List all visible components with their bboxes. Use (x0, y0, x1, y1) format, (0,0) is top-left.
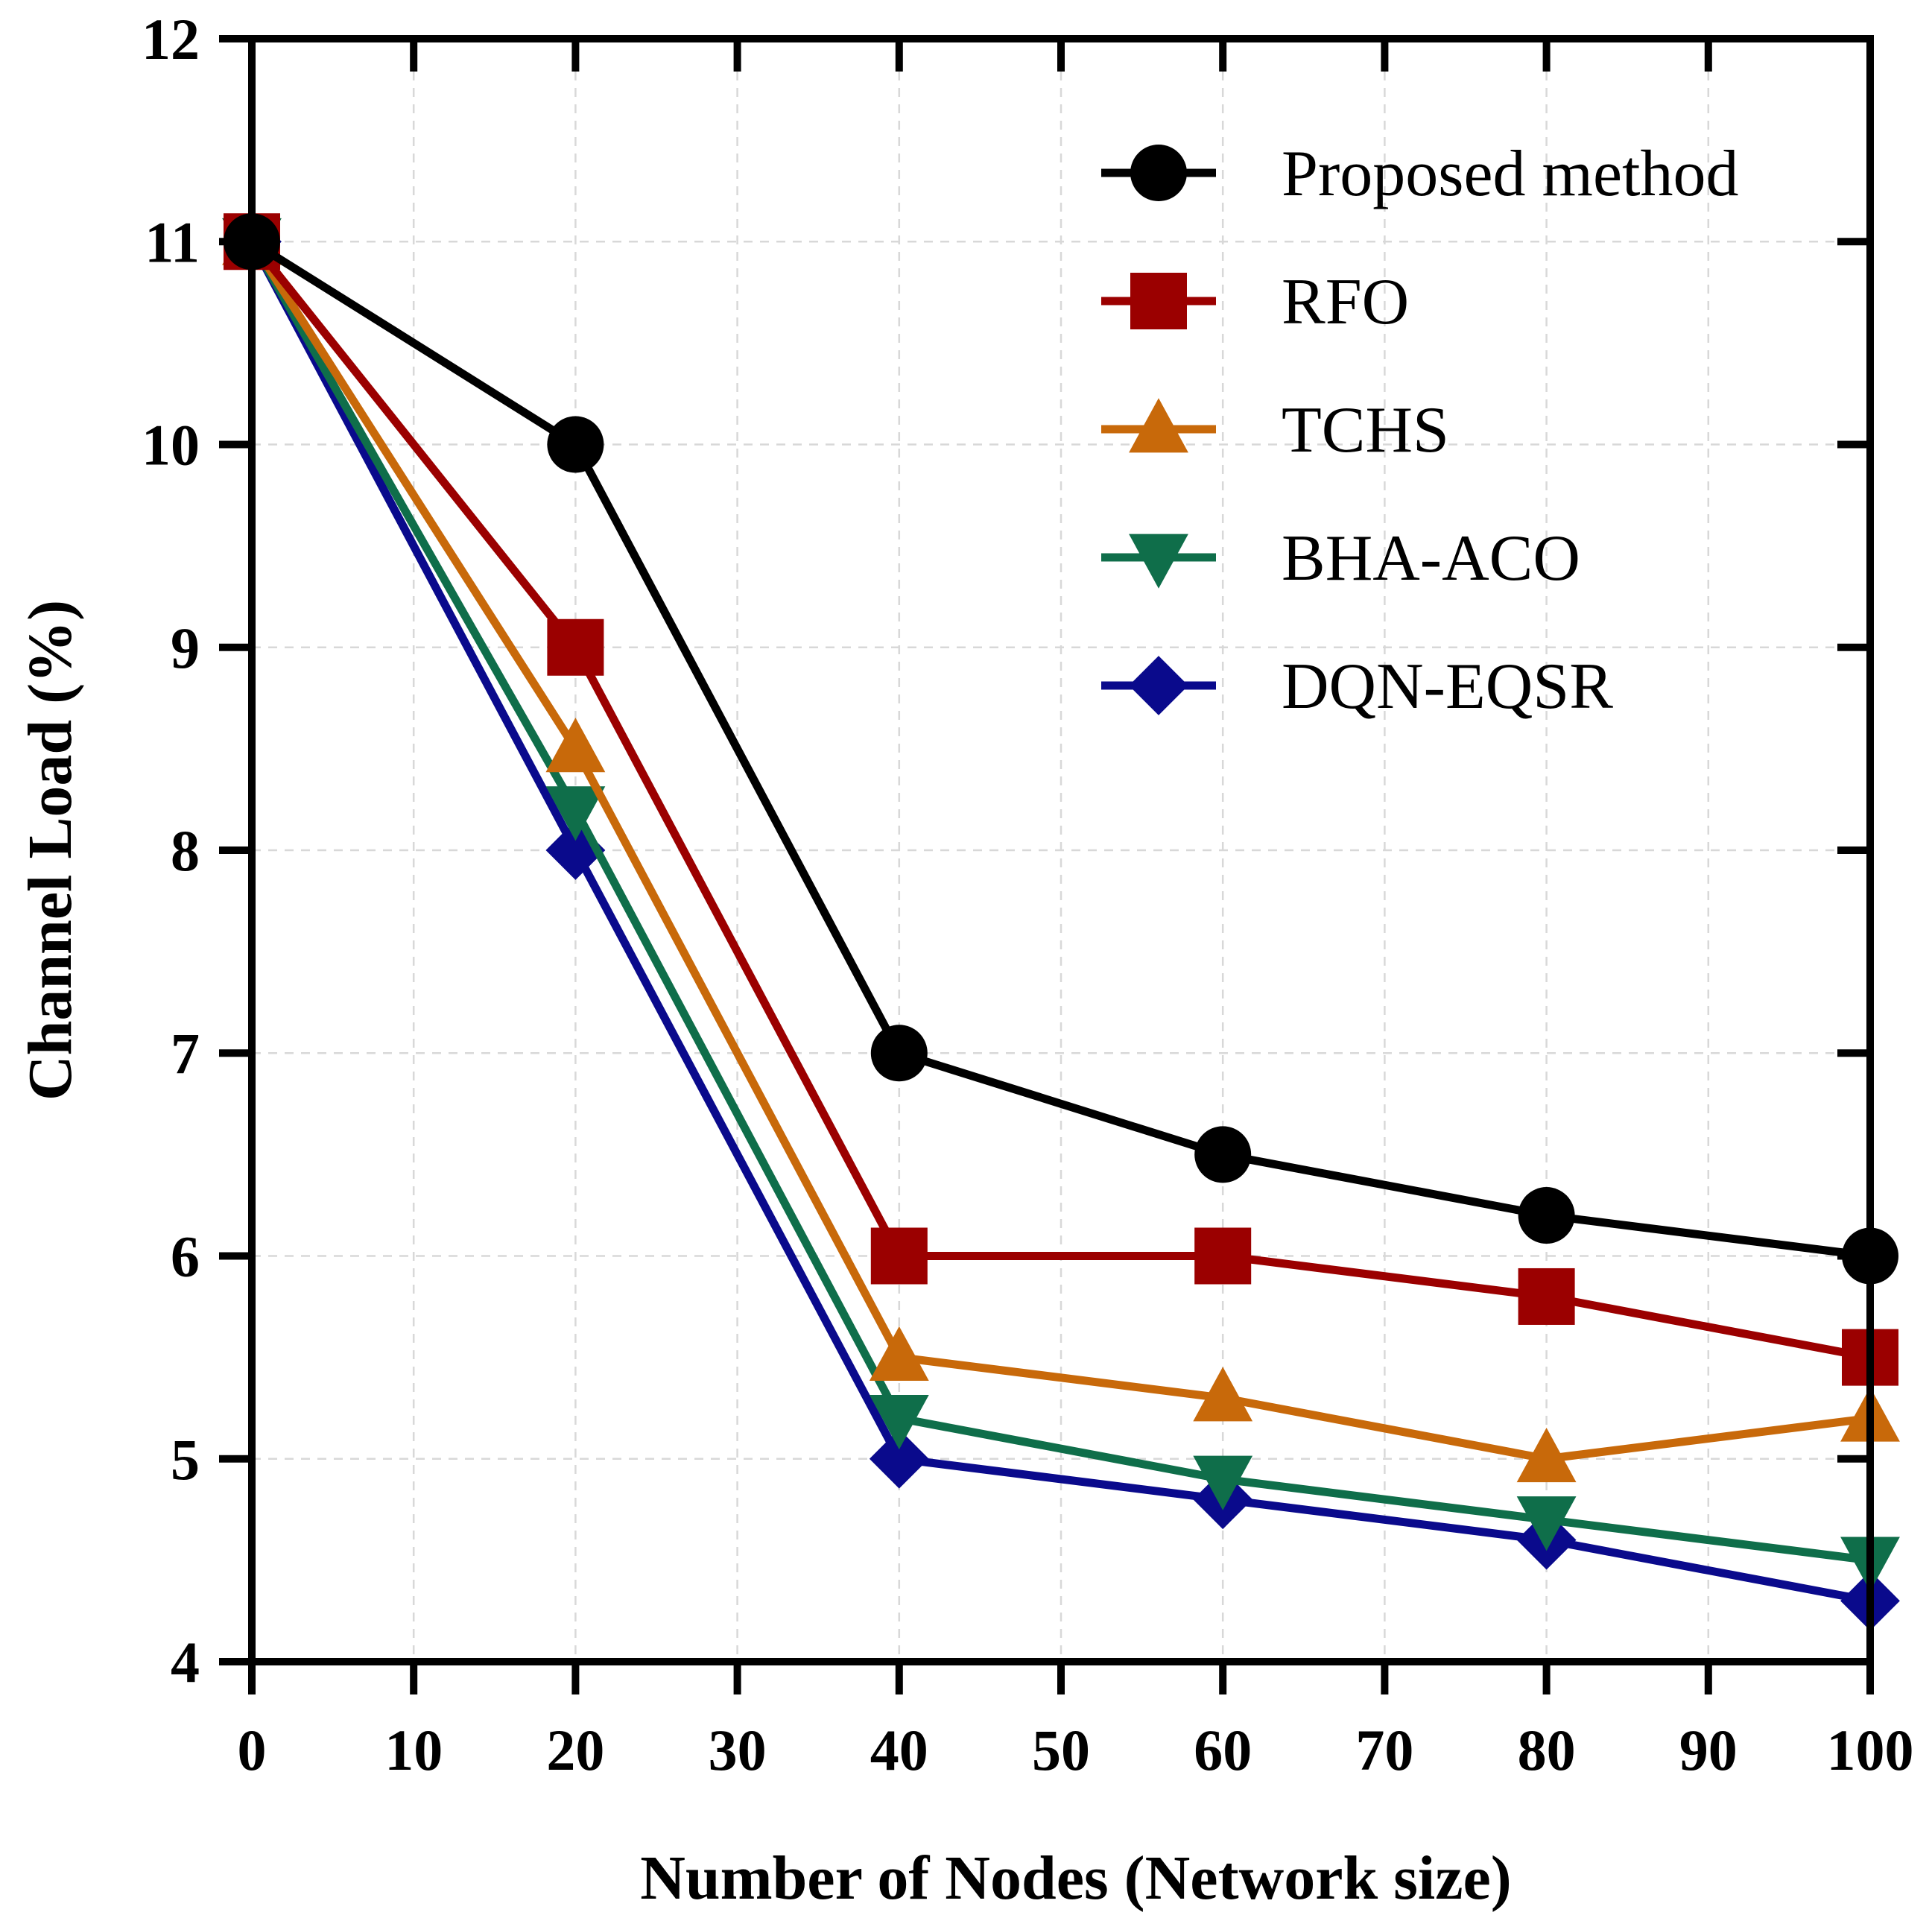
data-point (547, 618, 604, 676)
legend-label: TCHS (1282, 394, 1449, 466)
data-point (1194, 1227, 1252, 1285)
y-tick-label: 9 (171, 616, 200, 680)
legend-label: Proposed method (1282, 138, 1739, 210)
y-tick-label: 8 (171, 818, 200, 883)
tick-labels: 0 10 20 30 40 50 60 70 80 90 100 4 5 6 7 8 9 10 11 12 (142, 7, 1914, 1782)
series-line (248, 238, 1872, 1362)
y-tick-label: 10 (142, 413, 200, 478)
x-tick-label: 60 (1194, 1718, 1252, 1782)
series-tchs (222, 210, 1900, 1483)
series-line (248, 239, 1871, 1565)
series-layer (222, 210, 1900, 1631)
legend-entry: RFO (1101, 266, 1409, 338)
x-tick-label: 100 (1827, 1718, 1914, 1782)
legend-label: BHA-ACO (1282, 522, 1580, 595)
x-axis-label: Number of Nodes (Network size) (640, 1844, 1512, 1913)
x-tick-label: 40 (870, 1718, 928, 1782)
data-point (869, 1428, 929, 1489)
legend-marker (1130, 273, 1187, 329)
legend-entry: Proposed method (1101, 138, 1739, 210)
legend-entry: DQN-EQSR (1101, 651, 1613, 723)
x-tick-label: 10 (384, 1718, 443, 1782)
legend-marker (1130, 145, 1187, 201)
x-tick-label: 50 (1032, 1718, 1090, 1782)
axis-ticks (219, 35, 1874, 1694)
x-tick-label: 70 (1355, 1718, 1413, 1782)
data-point (870, 1227, 928, 1285)
x-tick-label: 0 (238, 1718, 267, 1782)
legend-entry: BHA-ACO (1101, 522, 1580, 595)
x-tick-label: 80 (1518, 1718, 1576, 1782)
y-tick-label: 7 (171, 1021, 200, 1086)
data-point (547, 416, 604, 473)
legend-label: RFO (1282, 266, 1409, 338)
data-point (869, 1394, 929, 1450)
series-line (248, 239, 1871, 1463)
data-point (1518, 1268, 1575, 1325)
data-point (1194, 1126, 1252, 1183)
series-line (248, 239, 1872, 1605)
data-point (869, 1326, 929, 1381)
legend-marker (1129, 534, 1188, 589)
data-point (1193, 1455, 1253, 1510)
legend-marker (1129, 656, 1188, 715)
data-point (1516, 1496, 1577, 1551)
data-point (1518, 1187, 1575, 1244)
y-tick-label: 6 (171, 1224, 200, 1289)
legend-entry: TCHS (1101, 394, 1449, 466)
y-tick-label: 12 (142, 7, 200, 72)
grid-lines (252, 39, 1870, 1662)
data-point (1516, 1427, 1577, 1483)
legend-label: DQN-EQSR (1282, 651, 1613, 723)
y-tick-label: 11 (145, 209, 200, 274)
legend-marker (1129, 398, 1188, 453)
data-point (1193, 1367, 1253, 1422)
x-tick-label: 30 (709, 1718, 767, 1782)
data-point (870, 1025, 928, 1082)
x-tick-label: 20 (546, 1718, 604, 1782)
data-point (545, 786, 606, 841)
y-tick-label: 4 (171, 1630, 200, 1694)
data-point (545, 718, 606, 773)
x-tick-label: 90 (1679, 1718, 1738, 1782)
y-axis-label: Channel Load (%) (16, 600, 85, 1101)
legend: Proposed method RFO TCHS BHA-ACO DQN-EQSR (1101, 138, 1739, 723)
series-line (250, 238, 1871, 1260)
y-tick-label: 5 (171, 1427, 200, 1492)
series-proposed-method (224, 213, 1898, 1285)
